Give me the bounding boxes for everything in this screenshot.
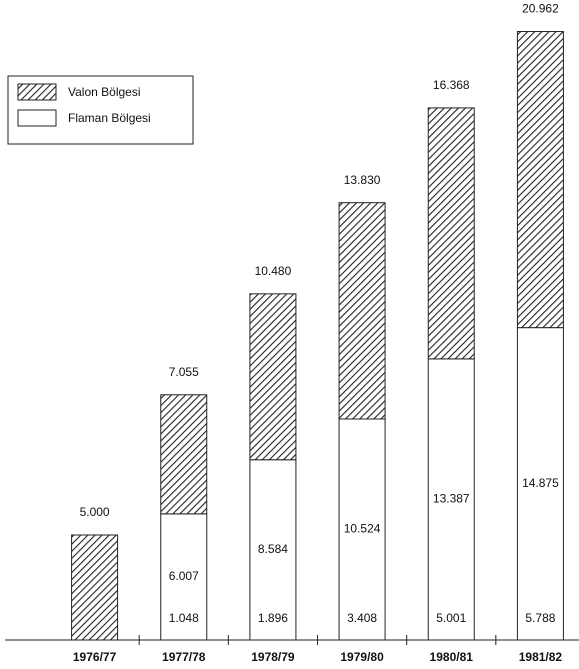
bar-segment [249, 293, 297, 461]
legend-swatch [17, 109, 57, 127]
value-label: 10.524 [344, 522, 381, 536]
bar-segment [71, 534, 119, 641]
legend-swatch [17, 83, 57, 101]
legend-label: Valon Bölgesi [68, 85, 141, 99]
bottom-label: 5.788 [525, 611, 555, 625]
x-tick-label: 1979/80 [340, 650, 384, 664]
bottom-label: 5.001 [436, 611, 466, 625]
bar-segment [338, 418, 386, 641]
x-tick-label: 1977/78 [162, 650, 206, 664]
total-label: 5.000 [80, 505, 110, 519]
bar-segment [338, 202, 386, 420]
bar-segment [516, 327, 564, 641]
x-tick-label: 1978/79 [251, 650, 295, 664]
bar-segment [516, 31, 564, 329]
total-label: 13.830 [344, 173, 381, 187]
bottom-label: 3.408 [347, 611, 377, 625]
value-label: 13.387 [433, 492, 470, 506]
legend-label: Flaman Bölgesi [68, 111, 151, 125]
total-label: 20.962 [522, 2, 559, 16]
value-label: 6.007 [169, 569, 199, 583]
x-tick-label: 1981/82 [519, 650, 563, 664]
value-label: 8.584 [258, 542, 288, 556]
bar-segment [160, 394, 208, 515]
bar-segment [427, 107, 475, 360]
total-label: 7.055 [169, 365, 199, 379]
x-tick-label: 1980/81 [430, 650, 474, 664]
bar-segment [249, 459, 297, 641]
total-label: 16.368 [433, 78, 470, 92]
bottom-label: 1.048 [169, 611, 199, 625]
x-tick-label: 1976/77 [73, 650, 117, 664]
value-label: 14.875 [522, 476, 559, 490]
total-label: 10.480 [255, 264, 292, 278]
bottom-label: 1.896 [258, 611, 288, 625]
